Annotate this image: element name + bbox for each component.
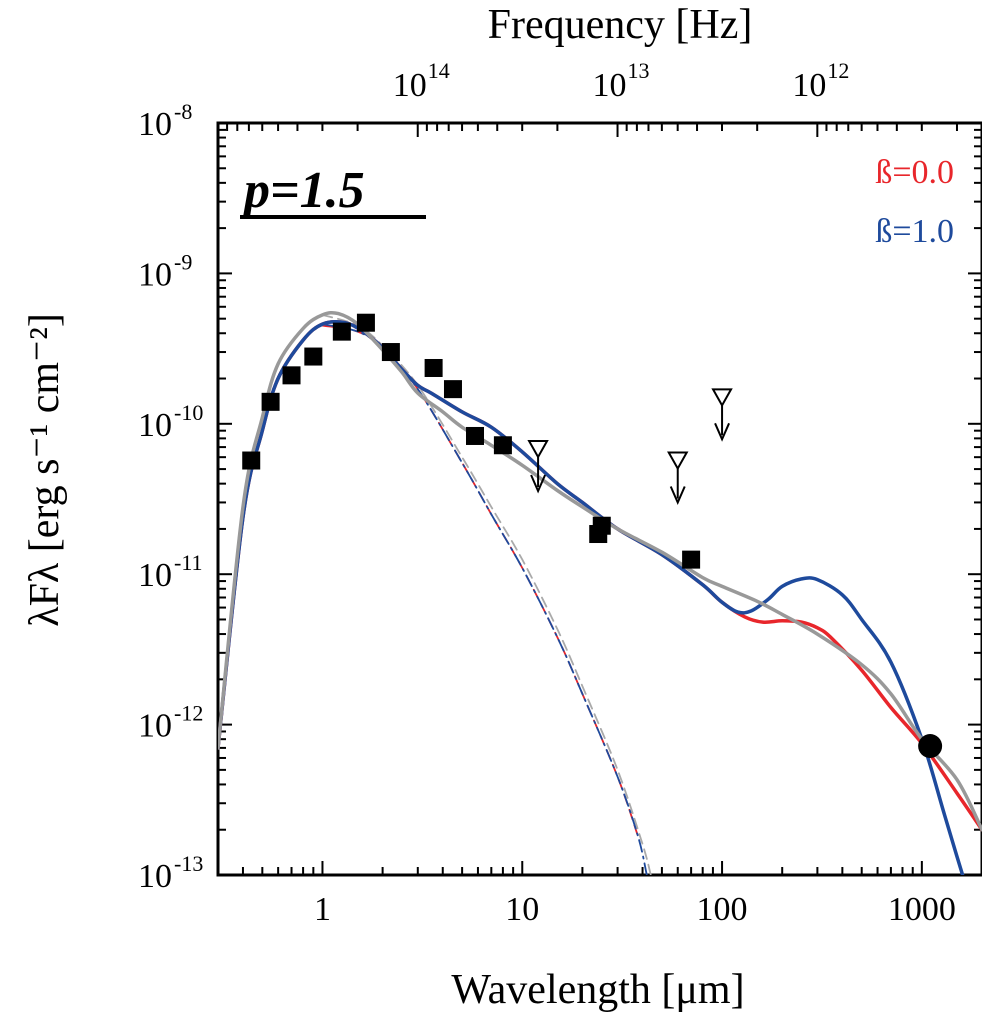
upper-limit-marker <box>667 451 689 506</box>
top-axis-title: Frequency [Hz] <box>488 2 753 48</box>
x2-tick-exponent: 14 <box>428 58 450 83</box>
observed-point <box>356 313 375 332</box>
y-tick-label: 10 <box>138 858 172 895</box>
observed-point <box>465 426 484 445</box>
p-value-annotation: p=1.5 <box>240 162 365 219</box>
plot-frame <box>216 121 982 877</box>
upper-limit-triangle <box>667 451 689 471</box>
upper-limit-marker <box>711 388 733 442</box>
y-tick-exponent: -13 <box>174 851 203 876</box>
observed-point <box>682 550 701 569</box>
series-line-0 <box>218 320 982 832</box>
axes: 1 10 100 100010-810-910-1010-1110-1210-1310… <box>138 58 982 928</box>
x2-tick-label: 10 <box>393 67 427 104</box>
y-tick-exponent: -9 <box>174 249 192 274</box>
x-tick-label: 100 <box>697 891 748 928</box>
y-tick-label: 10 <box>138 106 172 143</box>
observed-point <box>381 343 400 362</box>
x2-tick-label: 10 <box>593 67 627 104</box>
observed-point <box>304 347 323 366</box>
series-line-2 <box>218 310 982 832</box>
x2-tick-label: 10 <box>792 67 826 104</box>
observed-point <box>261 392 280 411</box>
upper-limit-triangle <box>711 388 733 408</box>
upper-limit-arrow-head <box>714 422 730 442</box>
x-axis-title: Wavelength [μm] <box>451 967 744 1013</box>
observed-point <box>332 322 351 341</box>
legend-beta-1: ß=1.0 <box>875 213 954 250</box>
y-axis-title: λFλ [erg s⁻¹ cm⁻²] <box>22 313 68 627</box>
mm-point <box>918 734 943 759</box>
series-line-5 <box>321 314 652 875</box>
y-tick-label: 10 <box>138 256 172 293</box>
y-tick-label: 10 <box>138 708 172 745</box>
upper-limit-marker <box>527 439 549 494</box>
y-tick-exponent: -11 <box>174 550 203 575</box>
upper-limit-triangle <box>527 439 549 460</box>
series-line-4 <box>321 323 648 875</box>
x2-tick-exponent: 13 <box>628 58 650 83</box>
x-tick-label: 10 <box>505 891 539 928</box>
upper-limit-arrow-head <box>669 486 686 506</box>
observed-point <box>592 516 611 535</box>
observed-point <box>282 366 301 385</box>
observed-point <box>443 380 462 399</box>
model-curves <box>218 310 982 875</box>
y-tick-exponent: -10 <box>174 400 203 425</box>
y-tick-exponent: -8 <box>174 99 192 124</box>
x-tick-label: 1000 <box>888 891 956 928</box>
observed-point <box>493 436 512 455</box>
observed-point <box>424 358 443 377</box>
upper-limit-arrow-head <box>530 474 547 494</box>
x-tick-label: 1 <box>314 891 331 928</box>
series-line-3 <box>321 324 639 838</box>
legend-beta-0: ß=0.0 <box>875 154 954 191</box>
chart-labels: Frequency [Hz] Wavelength [μm] λFλ [erg … <box>22 2 954 1013</box>
y-tick-exponent: -12 <box>174 701 203 726</box>
x2-tick-exponent: 12 <box>827 58 849 83</box>
data-markers <box>242 313 943 759</box>
y-tick-label: 10 <box>138 407 172 444</box>
series-line-1 <box>218 320 965 875</box>
observed-point <box>242 451 261 470</box>
y-tick-label: 10 <box>138 557 172 594</box>
